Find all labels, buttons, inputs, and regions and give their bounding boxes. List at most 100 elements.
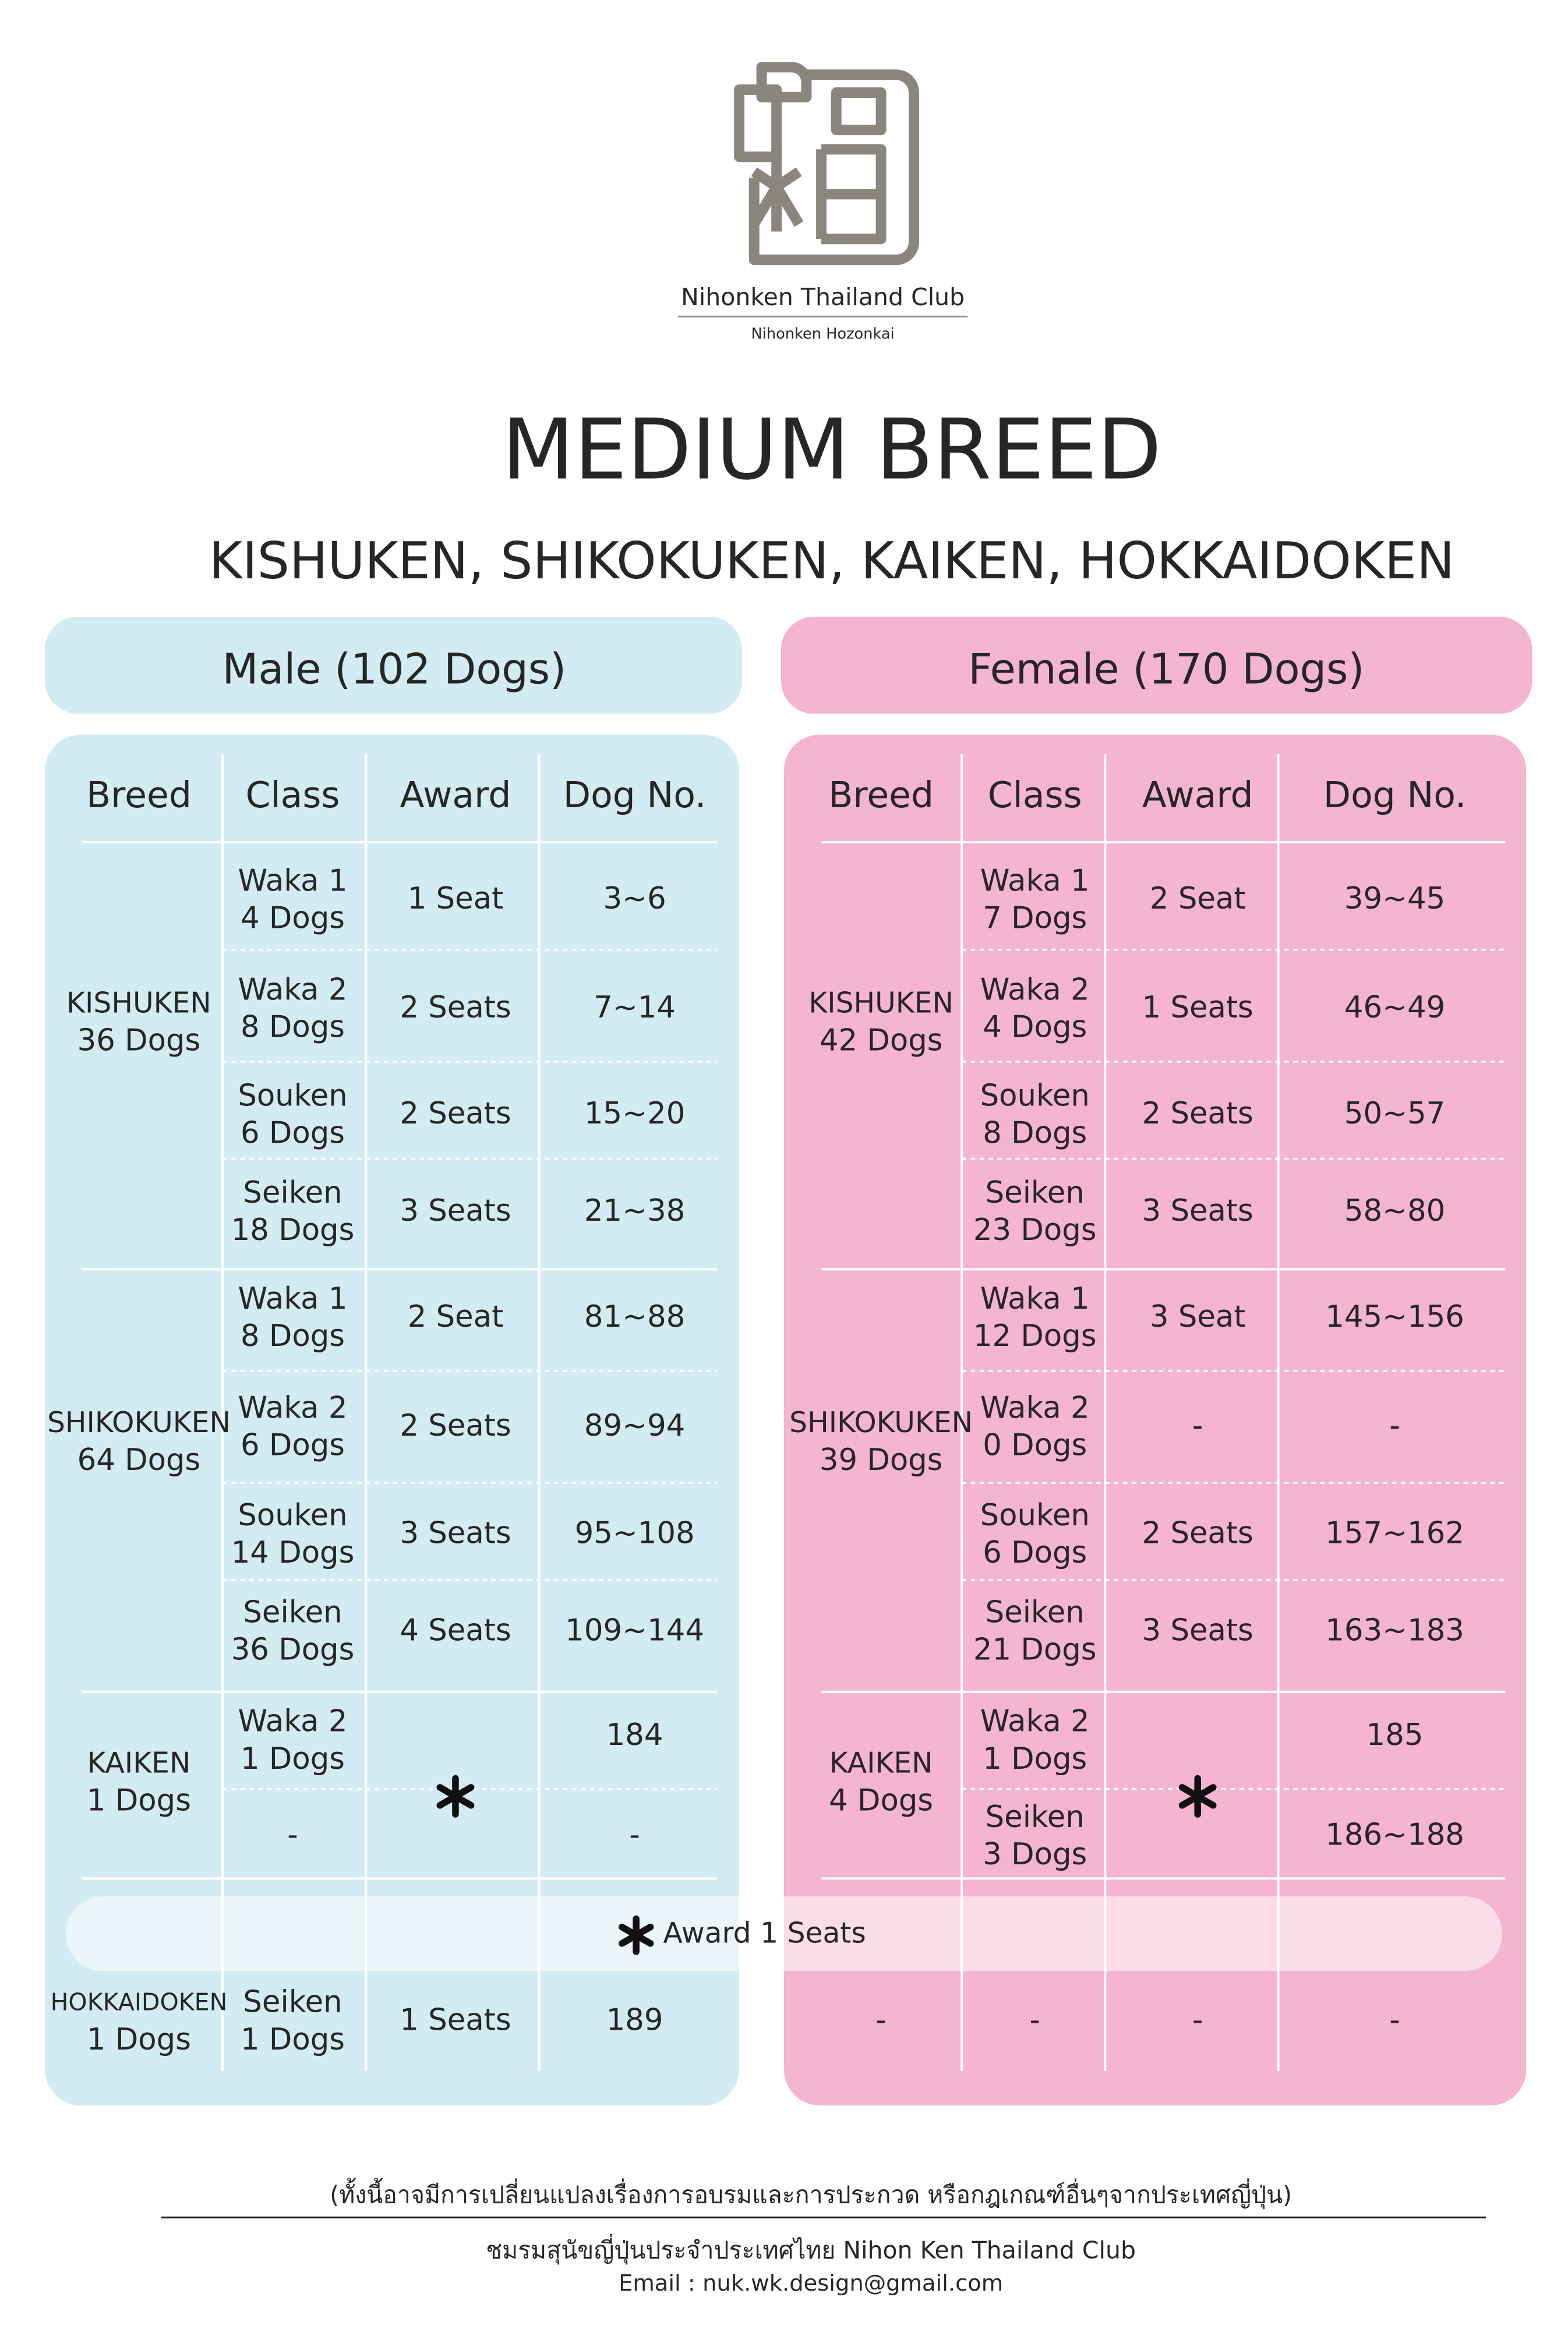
email: Email : nuk.wk.design@gmail.com: [619, 2270, 1003, 2296]
award: 1 Seats: [400, 2002, 511, 2037]
award: 3 Seats: [400, 1193, 511, 1228]
column-header: Class: [988, 774, 1082, 816]
dog-number: -: [1389, 1408, 1400, 1443]
class: Waka 2: [980, 1390, 1090, 1425]
column-header: Breed: [86, 774, 192, 816]
class: Souken: [980, 1498, 1090, 1533]
class: Seiken: [243, 1175, 342, 1210]
asterisk: [1178, 1784, 1217, 1809]
award: 2 Seats: [1142, 1516, 1253, 1551]
breed: KAIKEN: [87, 1747, 190, 1779]
award: 4 Seats: [400, 1613, 511, 1648]
breed-count: 42 Dogs: [820, 1023, 943, 1058]
class: Souken: [238, 1498, 347, 1533]
class-count: 36 Dogs: [231, 1633, 355, 1667]
dog-number: 145~156: [1325, 1299, 1464, 1334]
class-count: 4 Dogs: [241, 900, 345, 935]
class-count: 8 Dogs: [241, 1319, 345, 1354]
award: 2 Seats: [400, 990, 511, 1025]
class: Seiken: [986, 1175, 1085, 1210]
dog-number: 3~6: [603, 881, 666, 916]
class: Waka 2: [238, 1704, 348, 1739]
award: -: [1192, 1408, 1203, 1443]
award: 2 Seats: [1142, 1096, 1253, 1131]
award: 3 Seats: [1142, 1193, 1253, 1228]
class-count: 8 Dogs: [983, 1116, 1087, 1151]
breed-count: 1 Dogs: [87, 1783, 191, 1818]
column-header: Award: [1142, 774, 1253, 816]
dog-number: 185: [1366, 1718, 1424, 1752]
column-header: Dog No.: [563, 774, 707, 816]
class-count: 12 Dogs: [973, 1319, 1097, 1354]
disclaimer: (ทั้งนี้อาจมีการเปลี่ยนแปลงเรื่องการอบรม…: [330, 2177, 1292, 2209]
logo: [734, 62, 920, 266]
note: Award 1 Seats: [663, 1917, 866, 1950]
dog-number: -: [629, 1818, 640, 1853]
class: Waka 1: [980, 1281, 1090, 1316]
award: 2 Seats: [400, 1096, 511, 1131]
class: Souken: [238, 1078, 347, 1113]
column-header: Dog No.: [1323, 774, 1467, 816]
column-header: Class: [246, 774, 340, 816]
dog-number: 95~108: [575, 1516, 695, 1551]
breed-count: 39 Dogs: [820, 1443, 943, 1478]
award: -: [1192, 2002, 1203, 2037]
class-count: 14 Dogs: [231, 1535, 355, 1570]
award: 2 Seats: [400, 1408, 511, 1443]
class-count: 3 Dogs: [983, 1837, 1087, 1872]
class-count: 6 Dogs: [241, 1428, 345, 1462]
dog-number: 50~57: [1344, 1096, 1445, 1131]
class-count: 0 Dogs: [983, 1428, 1087, 1462]
dog-number: 163~183: [1325, 1613, 1464, 1648]
club-title: Nihonken Thailand Club: [681, 283, 965, 311]
asterisk: [618, 1923, 654, 1947]
class-count: 8 Dogs: [241, 1010, 345, 1045]
breed-count: 4 Dogs: [829, 1783, 933, 1818]
class-count: 4 Dogs: [983, 1010, 1087, 1045]
award: 3 Seat: [1150, 1299, 1246, 1334]
class-count: 21 Dogs: [973, 1633, 1097, 1667]
class: -: [287, 1818, 298, 1853]
content: Male (102 Dogs) Breed Class Award Dog No. KIS…: [47, 644, 1506, 2072]
class-count: 6 Dogs: [241, 1116, 345, 1151]
breed: SHIKOKUKEN: [789, 1407, 973, 1439]
class-count: 7 Dogs: [983, 900, 1087, 935]
column-header: Breed: [828, 774, 934, 816]
male-panel: [44, 734, 740, 2106]
male-title-box: [44, 616, 743, 714]
class-count: 1 Dogs: [983, 1741, 1087, 1776]
dog-number: 7~14: [594, 990, 676, 1025]
dog-number: 58~80: [1344, 1193, 1445, 1228]
class-count: 23 Dogs: [973, 1213, 1097, 1248]
dog-number: 15~20: [584, 1096, 685, 1131]
award: 2 Seat: [408, 1299, 504, 1334]
breed-count: 36 Dogs: [77, 1023, 201, 1058]
female-title-box: [781, 616, 1532, 714]
dog-number: 189: [606, 2002, 663, 2037]
breed: KISHUKEN: [808, 987, 953, 1019]
award: 2 Seat: [1150, 881, 1246, 916]
breed: KAIKEN: [829, 1747, 933, 1779]
panel-title: Female (170 Dogs): [968, 644, 1364, 693]
dog-number: 46~49: [1344, 990, 1445, 1025]
club-subtitle: Nihonken Hozonkai: [751, 325, 895, 342]
column-header: Award: [400, 774, 511, 816]
breed: SHIKOKUKEN: [47, 1407, 231, 1439]
dog-number: 186~188: [1325, 1818, 1464, 1853]
class-count: 18 Dogs: [231, 1213, 355, 1248]
class: Seiken: [986, 1800, 1085, 1835]
class: Waka 1: [980, 863, 1090, 898]
heading: MEDIUM BREED: [502, 401, 1161, 499]
class: Waka 2: [238, 1390, 348, 1425]
class-count: 6 Dogs: [983, 1535, 1087, 1570]
dog-number: 157~162: [1325, 1516, 1464, 1551]
subheading: KISHUKEN, SHIKOKUKEN, KAIKEN, HOKKAIDOKE…: [209, 531, 1454, 591]
class: Seiken: [243, 1985, 342, 2020]
breed: KISHUKEN: [66, 987, 211, 1019]
dog-number: 39~45: [1344, 881, 1445, 916]
class-count: 1 Dogs: [241, 2022, 345, 2057]
award: 3 Seats: [1142, 1613, 1253, 1648]
